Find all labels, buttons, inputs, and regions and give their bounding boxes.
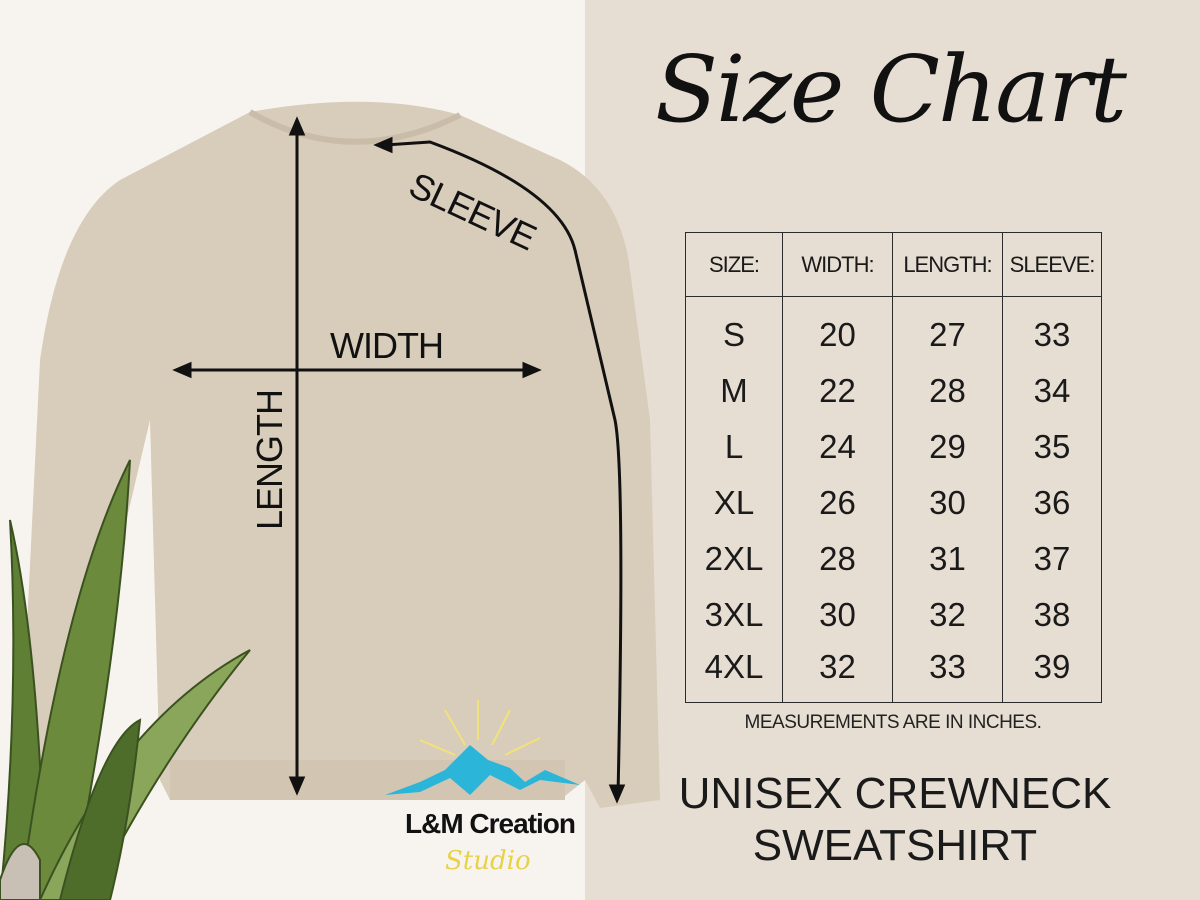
table-cell: 22	[782, 362, 893, 419]
table-cell: 34	[1002, 362, 1102, 419]
table-cell: M	[685, 362, 783, 419]
table-cell: 31	[892, 530, 1003, 587]
size-table: SIZE: WIDTH: LENGTH: SLEEVE: S 20 27 33 M 22 2…	[685, 232, 1102, 703]
column-header: SLEEVE:	[1002, 232, 1102, 297]
table-row: 4XL 32 33 39	[685, 642, 1102, 703]
logo-mountain-icon	[385, 745, 580, 795]
product-name-line1: UNISEX CREWNECK	[678, 769, 1112, 818]
measurement-note: MEASUREMENTS ARE IN INCHES.	[744, 712, 1042, 733]
table-cell: 3XL	[685, 586, 783, 643]
table-cell: L	[685, 418, 783, 475]
table-cell: S	[685, 296, 783, 363]
table-cell: 32	[892, 586, 1003, 643]
table-cell: 36	[1002, 474, 1102, 531]
table-row: L 24 29 35	[685, 418, 1102, 475]
table-cell: 38	[1002, 586, 1102, 643]
product-name: UNISEX CREWNECK SWEATSHIRT	[640, 768, 1150, 872]
column-header: LENGTH:	[892, 232, 1003, 297]
column-header: SIZE:	[685, 232, 783, 297]
table-cell: 33	[892, 642, 1003, 703]
snake-plant-image	[0, 459, 251, 900]
table-row: 3XL 30 32 38	[685, 586, 1102, 643]
table-cell: 35	[1002, 418, 1102, 475]
table-row: S 20 27 33	[685, 296, 1102, 363]
table-cell: 32	[782, 642, 893, 703]
table-cell: 26	[782, 474, 893, 531]
sleeve-arrow	[384, 140, 623, 796]
table-cell: 2XL	[685, 530, 783, 587]
page-title: Size Chart	[654, 36, 1127, 143]
product-name-line2: SWEATSHIRT	[752, 821, 1038, 870]
table-cell: 20	[782, 296, 893, 363]
brand-logo: L&M Creation	[405, 808, 576, 839]
logo-sun-icon	[419, 700, 541, 756]
table-cell: 37	[1002, 530, 1102, 587]
length-label: LENGTH	[249, 389, 290, 530]
table-cell: 4XL	[685, 642, 783, 703]
brand-logo-sub: Studio	[445, 846, 531, 876]
table-cell: 30	[892, 474, 1003, 531]
table-header-row: SIZE: WIDTH: LENGTH: SLEEVE:	[685, 232, 1102, 297]
table-row: 2XL 28 31 37	[685, 530, 1102, 587]
table-cell: 27	[892, 296, 1003, 363]
column-header: WIDTH:	[782, 232, 893, 297]
table-cell: 28	[892, 362, 1003, 419]
table-cell: 28	[782, 530, 893, 587]
table-cell: 33	[1002, 296, 1102, 363]
table-cell: 24	[782, 418, 893, 475]
table-row: M 22 28 34	[685, 362, 1102, 419]
table-row: XL 26 30 36	[685, 474, 1102, 531]
table-cell: 39	[1002, 642, 1102, 703]
table-cell: 29	[892, 418, 1003, 475]
width-label: WIDTH	[330, 325, 444, 366]
table-cell: 30	[782, 586, 893, 643]
sweatshirt-illustration	[20, 101, 660, 808]
table-cell: XL	[685, 474, 783, 531]
